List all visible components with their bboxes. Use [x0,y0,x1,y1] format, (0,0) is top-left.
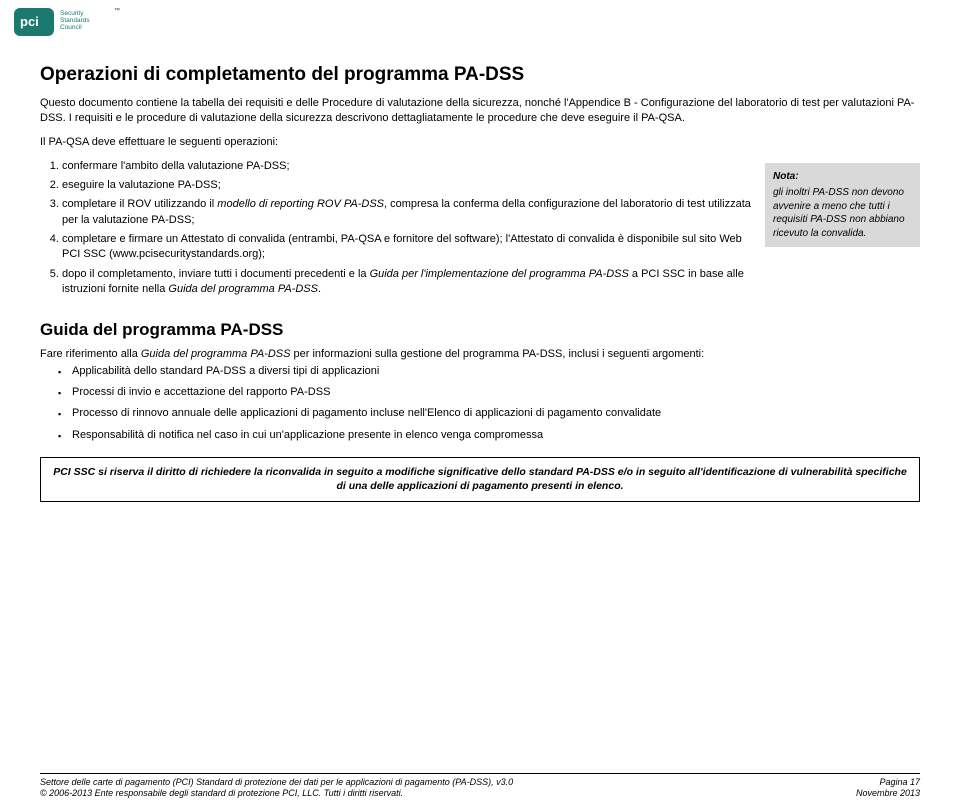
guide-intro: Fare riferimento alla Guida del programm… [40,348,920,360]
logo-pci-text: pci [20,14,39,29]
steps-list: confermare l'ambito della valutazione PA… [40,159,751,298]
note-box: Nota: gli inoltri PA-DSS non devono avve… [765,163,920,248]
footer-doc-title: Settore delle carte di pagamento (PCI) S… [40,777,513,787]
step-3: completare il ROV utilizzando il modello… [62,197,751,228]
heading-guide: Guida del programma PA-DSS [40,320,920,340]
intro-paragraph-2: Il PA-QSA deve effettuare le seguenti op… [40,135,920,150]
guide-bullets: Applicabilità dello standard PA-DSS a di… [40,364,920,444]
step-2: eseguire la valutazione PA-DSS; [62,178,751,193]
step-4: completare e firmare un Attestato di con… [62,232,751,263]
logo-subtitle: Security Standards Council [60,10,90,31]
footer-page-number: Pagina 17 [879,777,920,787]
note-title: Nota: [773,170,912,184]
main-content: Operazioni di completamento del programm… [40,64,920,502]
steps-and-note: confermare l'ambito della valutazione PA… [40,159,920,302]
bullet-notification: Responsabilità di notifica nel caso in c… [72,428,920,443]
disclaimer-box: PCI SSC si riserva il diritto di richied… [40,457,920,501]
logo-tm: ™ [114,8,120,14]
note-body: gli inoltri PA-DSS non devono avvenire a… [773,187,905,239]
intro-paragraph-1: Questo documento contiene la tabella dei… [40,96,920,126]
footer-copyright: © 2006-2013 Ente responsabile degli stan… [40,788,403,798]
step-5: dopo il completamento, inviare tutti i d… [62,267,751,298]
bullet-processes: Processi di invio e accettazione del rap… [72,385,920,400]
step-1: confermare l'ambito della valutazione PA… [62,159,751,174]
page-footer: Settore delle carte di pagamento (PCI) S… [40,773,920,800]
pci-logo: pci Security Standards Council ™ [14,8,54,41]
logo-badge: pci [14,8,54,36]
bullet-renewal: Processo di rinnovo annuale delle applic… [72,406,920,421]
bullet-applicability: Applicabilità dello standard PA-DSS a di… [72,364,920,379]
steps-column: confermare l'ambito della valutazione PA… [40,159,751,302]
heading-operations: Operazioni di completamento del programm… [40,64,920,86]
footer-left: Settore delle carte di pagamento (PCI) S… [40,777,513,800]
footer-right: Pagina 17 Novembre 2013 [856,777,920,800]
footer-date: Novembre 2013 [856,788,920,798]
